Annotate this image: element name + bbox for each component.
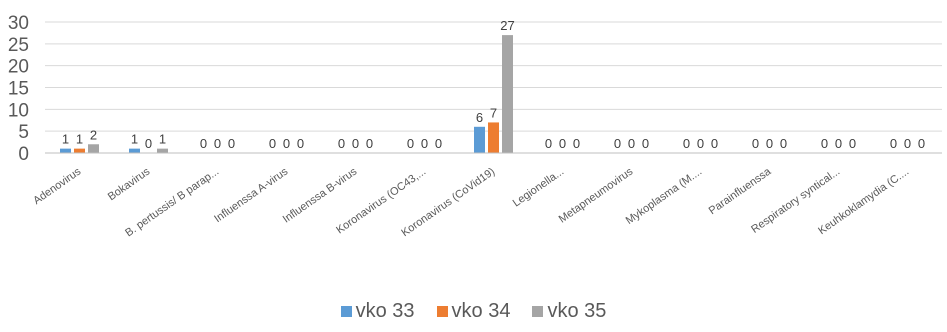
- data-label: 1: [76, 132, 83, 147]
- data-label: 0: [711, 136, 718, 151]
- data-label: 0: [214, 136, 221, 151]
- data-label: 1: [159, 132, 166, 147]
- legend-item-2: vko 34: [436, 300, 511, 323]
- data-label: 0: [614, 136, 621, 151]
- x-tick-label: Parainfluenssa: [707, 165, 774, 217]
- bar: [88, 144, 99, 153]
- data-label: 0: [918, 136, 925, 151]
- legend-item-1: vko 33: [340, 300, 415, 323]
- x-tick-label: Adenovirus: [31, 165, 83, 207]
- data-label: 0: [904, 136, 911, 151]
- x-tick-label: Bokavirus: [106, 165, 153, 203]
- x-tick-label: Influenssa A-virus: [212, 165, 290, 225]
- data-label: 0: [642, 136, 649, 151]
- data-label: 0: [421, 136, 428, 151]
- data-label: 0: [200, 136, 207, 151]
- data-label: 0: [780, 136, 787, 151]
- x-tick-label: Mykoplasma (M....: [624, 166, 704, 227]
- y-tick-label: 10: [8, 100, 29, 121]
- data-label: 0: [559, 136, 566, 151]
- legend: vko 33 vko 34 vko 35: [0, 300, 947, 323]
- data-label: 0: [352, 136, 359, 151]
- bar: [488, 122, 499, 153]
- bar: [129, 148, 140, 153]
- bar: [502, 35, 513, 153]
- data-label: 6: [476, 110, 483, 125]
- y-tick-label: 25: [8, 35, 29, 56]
- bar: [474, 126, 485, 153]
- data-label: 0: [752, 136, 759, 151]
- legend-swatch: [532, 306, 544, 317]
- data-label: 0: [269, 136, 276, 151]
- y-tick-label: 15: [8, 79, 29, 100]
- bar: [157, 148, 168, 153]
- data-label: 0: [297, 136, 304, 151]
- data-label: 0: [228, 136, 235, 151]
- data-label: 0: [697, 136, 704, 151]
- bar: [60, 148, 71, 153]
- data-label: 27: [500, 18, 514, 33]
- data-label: 0: [890, 136, 897, 151]
- y-tick-label: 5: [18, 122, 29, 143]
- legend-label: vko 34: [451, 300, 511, 322]
- data-label: 0: [545, 136, 552, 151]
- data-label: 0: [628, 136, 635, 151]
- data-label: 0: [435, 136, 442, 151]
- legend-item-3: vko 35: [532, 300, 606, 323]
- data-label: 0: [407, 136, 414, 151]
- data-label: 0: [366, 136, 373, 151]
- y-tick-label: 20: [8, 57, 29, 78]
- x-tick-label: Legionella...: [511, 166, 566, 210]
- bar: [74, 148, 85, 153]
- data-label: 0: [835, 136, 842, 151]
- y-tick-label: 30: [8, 13, 29, 34]
- data-label: 2: [90, 127, 97, 142]
- legend-swatch: [340, 306, 352, 317]
- data-label: 1: [62, 132, 69, 147]
- data-label: 0: [821, 136, 828, 151]
- data-label: 0: [683, 136, 690, 151]
- data-label: 0: [766, 136, 773, 151]
- data-label: 0: [573, 136, 580, 151]
- data-label: 0: [338, 136, 345, 151]
- y-tick-label: 0: [18, 144, 29, 165]
- legend-label: vko 35: [547, 300, 607, 322]
- data-label: 1: [131, 132, 138, 147]
- data-label: 0: [849, 136, 856, 151]
- legend-label: vko 33: [355, 300, 415, 322]
- legend-swatch: [436, 306, 448, 317]
- data-label: 0: [283, 136, 290, 151]
- data-label: 7: [490, 105, 497, 120]
- data-label: 0: [145, 136, 152, 151]
